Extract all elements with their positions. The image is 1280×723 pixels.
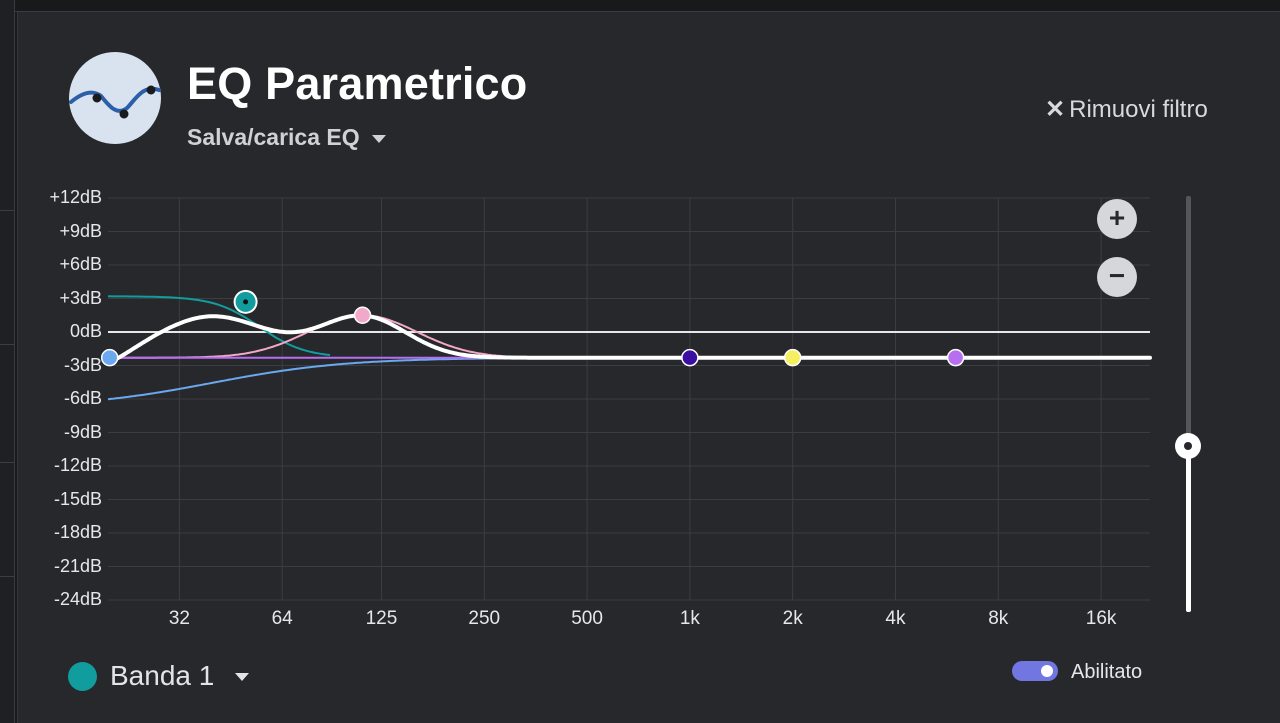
frequency-tick-label: 125 bbox=[365, 608, 398, 629]
db-tick-label: +9dB bbox=[59, 220, 102, 241]
sidebar-divider bbox=[0, 210, 14, 211]
preamp-slider-fill bbox=[1186, 445, 1191, 612]
enabled-label: Abilitato bbox=[1071, 661, 1143, 683]
frequency-tick-label: 4k bbox=[885, 608, 906, 629]
preamp-slider-track[interactable] bbox=[1186, 196, 1191, 612]
page-title: EQ Parametrico bbox=[187, 58, 528, 109]
band-violet-handle bbox=[946, 348, 965, 367]
chevron-down-icon bbox=[235, 673, 249, 681]
frequency-tick-label: 1k bbox=[679, 608, 700, 629]
band-indigo-handle bbox=[681, 348, 699, 367]
frequency-tick-label: 64 bbox=[271, 608, 293, 629]
db-tick-label: -9dB bbox=[63, 421, 102, 442]
combined-response-curve bbox=[106, 313, 1152, 365]
chevron-down-icon bbox=[371, 134, 386, 143]
preamp-slider-thumb[interactable] bbox=[1175, 432, 1201, 459]
db-tick-label: -24dB bbox=[53, 589, 102, 609]
preset-dropdown[interactable]: Salva/carica EQ bbox=[187, 124, 386, 151]
band-label: Banda 1 bbox=[110, 660, 215, 691]
toggle-knob bbox=[1041, 665, 1053, 677]
frequency-tick-label: 500 bbox=[571, 608, 603, 629]
frequency-tick-label: 8k bbox=[988, 608, 1009, 629]
sidebar-divider bbox=[0, 576, 14, 577]
frequency-tick-label: 2k bbox=[782, 608, 803, 629]
sidebar-divider bbox=[0, 462, 14, 463]
remove-filter-label: Rimuovi filtro bbox=[1069, 96, 1208, 123]
low-shelf-curve bbox=[107, 356, 640, 401]
top-divider bbox=[0, 11, 1280, 12]
preset-label: Salva/carica EQ bbox=[187, 124, 360, 150]
remove-filter-button[interactable]: ✕ Rimuovi filtro bbox=[1045, 95, 1208, 124]
plus-icon: + bbox=[1108, 202, 1126, 233]
band-color-dot bbox=[68, 662, 97, 691]
db-tick-label: +3dB bbox=[59, 287, 102, 308]
zoom-out-button[interactable]: − bbox=[1097, 257, 1137, 297]
frequency-tick-label: 250 bbox=[468, 608, 501, 629]
band-1-teal-curve bbox=[108, 295, 331, 357]
peak-pink-handle bbox=[353, 306, 372, 324]
left-sidebar-strip bbox=[0, 0, 15, 723]
db-tick-label: -18dB bbox=[53, 522, 102, 542]
zoom-in-button[interactable]: + bbox=[1097, 199, 1137, 239]
db-tick-label: -21dB bbox=[53, 555, 102, 576]
frequency-tick-label: 16k bbox=[1085, 608, 1117, 629]
eq-panel bbox=[17, 12, 1280, 723]
low-shelf-light-blue-handle bbox=[100, 348, 119, 367]
slider-thumb-dot bbox=[1184, 441, 1192, 450]
minus-icon: − bbox=[1108, 260, 1126, 291]
db-tick-label: +12dB bbox=[49, 187, 102, 207]
db-tick-label: -3dB bbox=[63, 354, 102, 375]
db-tick-label: -15dB bbox=[53, 488, 102, 509]
eq-curve-icon bbox=[69, 52, 161, 144]
enabled-toggle[interactable] bbox=[1012, 661, 1058, 681]
db-tick-label: -12dB bbox=[53, 455, 102, 475]
frequency-tick-label: 32 bbox=[168, 608, 190, 629]
band-1-teal-handle-dot bbox=[243, 299, 249, 305]
db-tick-label: -6dB bbox=[63, 388, 102, 408]
close-icon: ✕ bbox=[1045, 96, 1066, 123]
sidebar-divider bbox=[0, 344, 14, 345]
db-tick-label: +6dB bbox=[59, 254, 102, 274]
db-tick-label: 0dB bbox=[69, 321, 102, 341]
band-yellow-handle bbox=[783, 348, 802, 367]
